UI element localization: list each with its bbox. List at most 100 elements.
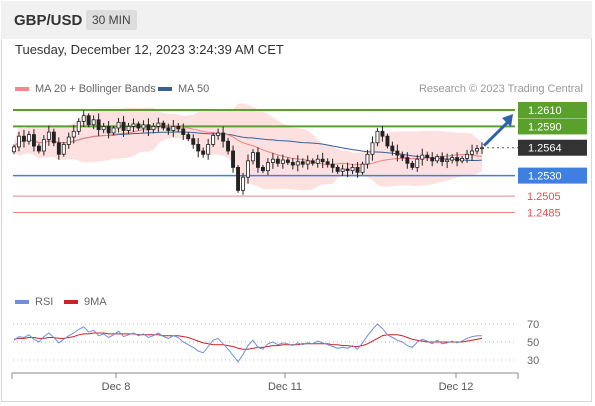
candle-body [206,143,211,155]
candle-body [415,158,420,168]
candle-body [405,157,410,164]
current-price-label: 1.2564 [528,143,562,155]
candle-body [231,150,235,168]
candle-body [290,162,295,166]
legend-ma-bb-label: MA 20 + Bollinger Bands [35,83,156,95]
candle-body [460,157,464,162]
rsi-tick-50: 50 [527,337,539,349]
candle-body [81,115,86,122]
legend-9ma: 9MA [64,296,107,308]
candle-body [340,168,345,172]
candle-body [41,139,46,152]
candle-body [246,160,250,178]
candle-body [380,130,385,137]
candle-body [37,145,41,152]
candle-body [86,115,91,126]
candle-body [111,127,116,134]
level-label-1.2485: 1.2485 [527,208,561,220]
level-tag-1.2530 [518,167,587,184]
candle-body [156,122,161,127]
projection-arrow [482,118,512,147]
rsi-swatch [15,300,29,304]
candle-body [101,126,106,131]
candle-body [76,121,81,132]
candle-body [465,153,469,159]
candle-body [131,123,136,127]
candle-body [96,119,101,131]
candle-body [390,145,395,152]
x-tick-label-Dec-8: Dec 8 [102,381,131,393]
rsi-line [13,323,482,363]
candle-body [61,143,66,155]
candle-body [116,121,121,129]
candle-body [395,150,400,156]
projection-arrowhead [502,114,513,127]
candle-body [365,153,370,165]
candle-body [385,135,390,147]
x-tick-label-Dec-12: Dec 12 [439,381,474,393]
candle-body [196,143,201,152]
timeframe-badge[interactable]: 30 MIN [86,10,137,30]
candle-body [241,176,245,191]
candle-body [420,154,425,160]
candle-body [91,119,96,126]
credit-text: Research © 2023 Trading Central [418,83,583,95]
candle-body [51,131,56,144]
bollinger-band [14,103,482,191]
level-label-1.2590: 1.2590 [528,121,562,133]
rsi-tick-30: 30 [527,355,539,367]
candle-body [455,157,460,162]
candle-body [260,166,265,172]
ma9-swatch [64,300,78,304]
candle-body [320,158,325,163]
level-label-1.2530: 1.2530 [528,171,562,183]
rsi-ma-line [13,332,483,350]
chart-header: GBP/USD 30 MIN [1,1,592,39]
candle-body [425,154,430,159]
current-price-tag [518,139,587,156]
candle-body [350,166,355,172]
candle-body [400,154,405,159]
candle-body [186,134,191,140]
ma-bb-swatch [15,87,29,91]
candle-body [121,121,126,131]
candle-body [440,156,445,162]
candle-body [226,140,230,152]
candle-body [16,135,21,148]
candle-body [26,134,31,142]
candle-body [370,142,375,155]
level-tag-1.2610 [518,102,587,118]
candle-body [270,158,275,163]
candle-body [32,134,36,147]
candle-body [161,122,166,129]
candle-body [12,146,16,153]
candle-body [166,127,171,131]
legend-rsi: RSI [15,296,53,308]
legend-ma50: MA 50 [158,83,209,95]
candle-body [265,162,270,172]
candle-body [435,156,440,162]
legend-9ma-label: 9MA [84,296,107,308]
candle-body [216,132,221,136]
candle-body [211,134,216,145]
candle-body [191,138,196,145]
candle-body [315,158,320,164]
legend-ma50-label: MA 50 [178,83,210,95]
candle-body [375,130,380,144]
legend-ma-bb: MA 20 + Bollinger Bands [15,83,156,95]
candle-body [171,126,176,131]
candle-body [430,157,435,162]
candle-body [236,166,240,191]
candle-body [475,148,479,152]
candle-body [176,126,181,130]
candle-body [71,130,76,138]
candle-body [66,136,71,145]
candle-body [181,128,186,135]
candle-body [470,150,474,155]
candle-body [250,152,255,162]
rsi-tick-70: 70 [527,319,539,331]
level-tag-1.2590 [518,118,587,135]
candle-body [46,131,51,140]
candle-body [126,126,131,131]
candle-body [445,159,450,163]
